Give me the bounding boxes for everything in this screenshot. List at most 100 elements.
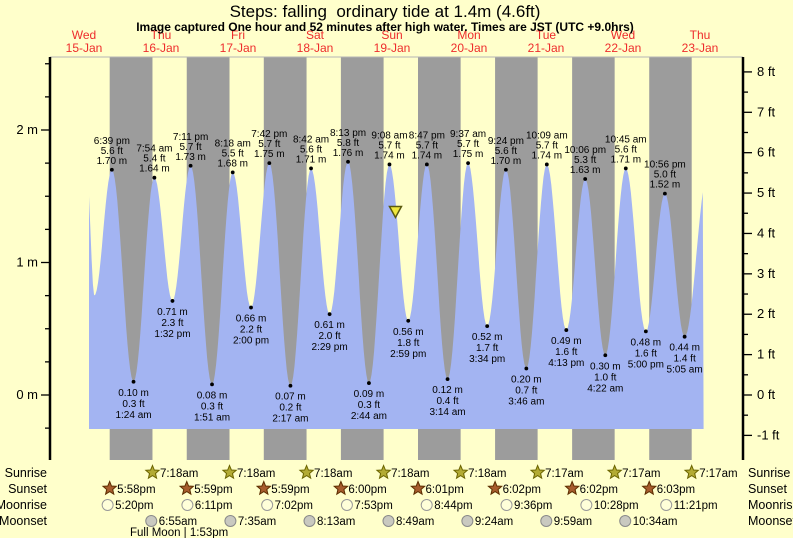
moonrise-row-label-left: Moonrise (0, 498, 47, 512)
right-axis-label: 3 ft (757, 266, 775, 281)
moonrise-time: 9:36pm (514, 500, 552, 512)
high-tide-label-line: 7:11 pm (173, 132, 208, 143)
low-tide-label-line: 2:00 pm (233, 336, 269, 347)
sunset-time: 5:59pm (194, 484, 232, 496)
moonrise-moon-icon (340, 499, 353, 511)
day-date-label: 20-Jan (451, 41, 488, 55)
low-tide-dot (445, 377, 450, 381)
high-tide-label-line: 10:09 am (526, 130, 568, 141)
low-tide-label-line: 0.52 m (472, 332, 503, 343)
high-tide-dot (309, 166, 313, 171)
moonrise-time: 5:20pm (115, 500, 153, 512)
moonset-time: 8:13am (317, 516, 355, 528)
high-tide-label-line: 1.63 m (570, 165, 601, 176)
astro-entries: 7:18am 7:18am 7:18am 7:18am 7:18am 7:17am 7:17… (101, 464, 738, 528)
current-tide-marker (388, 205, 403, 220)
day-name-label: Wed (611, 28, 635, 42)
sunrise-star-icon (452, 464, 469, 480)
low-tide-label-line: 1.4 ft (674, 354, 696, 365)
low-tide-label-line: 3:14 am (429, 407, 465, 418)
sunrise-star-icon (144, 464, 161, 480)
low-tide-dot (485, 324, 490, 328)
high-tide-dot (623, 166, 628, 171)
low-tide-label-line: 1.7 ft (476, 343, 498, 354)
high-tide-label-line: 5.7 ft (378, 140, 400, 151)
sunset-star-icon (564, 480, 581, 496)
sunrise-time: 7:18am (314, 468, 352, 480)
high-tide-label-line: 1.75 m (254, 149, 285, 160)
low-tide-label-line: 0.48 m (631, 337, 662, 348)
sunrise-row-label-left: Sunrise (5, 466, 47, 480)
high-tide-label-line: 5.7 ft (258, 139, 280, 150)
sunset-star-icon (255, 480, 272, 496)
right-axis-label: 2 ft (757, 306, 775, 321)
low-tide-label-line: 0.08 m (197, 390, 228, 401)
left-axis-label: 1 m (16, 255, 38, 270)
day-date-label: 21-Jan (528, 41, 565, 55)
high-tide-label-line: 1.74 m (374, 150, 405, 161)
high-tide-label-line: 1.64 m (139, 164, 170, 175)
sunrise-star-icon (375, 464, 392, 480)
low-tide-dot (682, 334, 687, 339)
moonset-moon-icon (540, 515, 553, 527)
high-tide-label-line: 7:42 pm (251, 129, 287, 140)
moonrise-moon-icon (420, 499, 433, 511)
right-axis-label: 4 ft (757, 225, 775, 240)
low-tide-label-line: 1:51 am (194, 412, 230, 423)
low-tide-label-line: 2:17 am (272, 414, 308, 425)
high-tide-label-line: 1.52 m (650, 180, 681, 191)
high-tide-label-line: 8:42 am (293, 134, 329, 145)
low-tide-label-line: 2:29 pm (312, 342, 348, 353)
low-tide-label-line: 0.61 m (314, 320, 345, 331)
right-axis-label: 5 ft (757, 185, 775, 200)
high-tide-label-line: 5.6 ft (495, 146, 517, 157)
sunrise-star-icon (529, 464, 546, 480)
moonrise-time: 7:02pm (275, 500, 313, 512)
moonrise-moon-icon (181, 499, 194, 511)
moonrise-time: 10:28pm (594, 500, 639, 512)
high-tide-label-line: 5.6 ft (101, 146, 123, 157)
moonset-moon-icon (619, 515, 632, 527)
low-tide-dot (603, 353, 608, 358)
sunset-star-icon (101, 480, 118, 496)
high-tide-dot (188, 163, 193, 168)
moonset-time: 7:35am (238, 516, 276, 528)
day-name-label: Thu (690, 28, 711, 42)
low-tide-dot (249, 305, 253, 310)
low-tide-label-line: 0.12 m (432, 385, 463, 396)
high-tide-label-line: 5.0 ft (654, 170, 676, 181)
high-tide-label-line: 1.75 m (453, 149, 484, 160)
high-tide-label-line: 5.4 ft (143, 154, 165, 165)
tide-curve (89, 162, 704, 429)
low-tide-label-line: 2:44 am (351, 411, 387, 422)
moonrise-moon-icon (261, 499, 274, 511)
high-tide-label-line: 8:13 pm (330, 128, 366, 139)
page-subtitle: Image captured One hour and 52 minutes a… (136, 20, 634, 34)
low-tide-label-line: 5:00 pm (628, 359, 664, 370)
high-tide-dot (230, 170, 235, 175)
sunset-row-label-right: Sunset (748, 482, 787, 496)
sunset-row-label-left: Sunset (8, 482, 47, 496)
low-tide-label-line: 2.2 ft (240, 325, 262, 336)
high-tide-label-line: 9:24 pm (488, 136, 524, 147)
low-tide-dot (564, 328, 569, 332)
moonrise-time: 8:44pm (434, 500, 472, 512)
low-tide-dot (170, 299, 175, 303)
high-tide-label-line: 10:45 am (605, 134, 647, 145)
high-tide-dot (544, 162, 549, 167)
low-tide-label-line: 5:05 am (667, 365, 703, 376)
sunset-time: 5:58pm (117, 484, 155, 496)
high-tide-label-line: 10:06 pm (564, 145, 606, 156)
high-tide-label-line: 1.71 m (296, 154, 327, 165)
low-tide-label-line: 0.07 m (275, 392, 306, 403)
low-tide-dot (327, 312, 332, 317)
moonset-moon-icon (145, 515, 158, 527)
tide-water-area (89, 162, 704, 429)
high-tide-label-line: 7:54 am (136, 144, 172, 155)
low-tide-label-line: 3:34 pm (469, 354, 505, 365)
day-name-label: Fri (231, 28, 245, 42)
full-moon-note: Full Moon | 1:53pm (130, 527, 228, 538)
sunrise-time: 7:17am (699, 468, 737, 480)
low-tide-dot (288, 383, 293, 388)
